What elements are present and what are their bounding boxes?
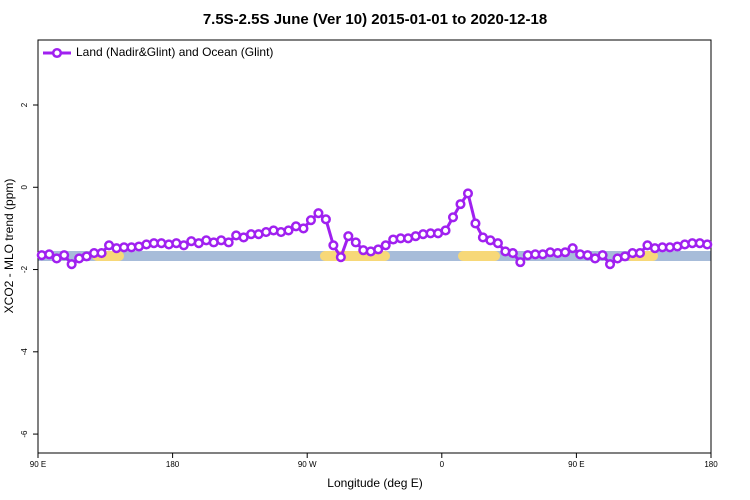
data-point (373, 244, 384, 255)
data-point (320, 214, 331, 225)
legend-marker (51, 47, 63, 59)
data-point (702, 239, 713, 250)
data-point (597, 250, 608, 261)
data-point (567, 243, 578, 254)
data-point (44, 249, 55, 260)
data-point (507, 248, 518, 259)
data-point (350, 237, 361, 248)
x-axis-label: Longitude (deg E) (327, 476, 422, 490)
data-point (470, 218, 481, 229)
data-point (634, 248, 646, 259)
data-point (455, 199, 466, 210)
data-point (515, 257, 526, 268)
x-tick-label: 180 (704, 460, 718, 469)
data-point (605, 259, 616, 270)
x-tick-label: 90 E (30, 460, 46, 469)
data-point (462, 188, 474, 199)
data-point (560, 247, 571, 258)
data-point (298, 223, 309, 234)
data-point (305, 215, 316, 226)
chart-title: 7.5S-2.5S June (Ver 10) 2015-01-01 to 20… (203, 11, 547, 28)
data-point (343, 231, 354, 242)
data-point (96, 248, 107, 259)
data-point (492, 238, 503, 249)
y-tick-label: -6 (20, 430, 29, 438)
x-tick-label: 180 (166, 460, 180, 469)
data-point (380, 240, 391, 251)
y-tick-label: 2 (20, 102, 29, 107)
y-axis-label: XCO2 - MLO trend (ppm) (2, 179, 16, 314)
data-point (447, 212, 459, 223)
data-point (66, 259, 77, 270)
land-band (458, 251, 500, 261)
y-tick-label: 0 (20, 184, 29, 189)
data-point (178, 240, 189, 251)
x-tick-label: 0 (440, 460, 445, 469)
y-tick-label: -2 (20, 265, 29, 273)
data-point (335, 252, 346, 263)
data-point (328, 240, 339, 251)
x-tick-label: 90 W (298, 460, 317, 469)
data-point (283, 225, 294, 236)
legend: Land (Nadir&Glint) and Ocean (Glint) (43, 45, 273, 59)
y-tick-label: -4 (20, 348, 29, 356)
x-tick-label: 90 E (568, 460, 584, 469)
data-point (440, 225, 451, 236)
legend-label: Land (Nadir&Glint) and Ocean (Glint) (76, 45, 273, 59)
data-point (223, 237, 234, 248)
data-point (59, 250, 70, 261)
data-point (313, 208, 324, 219)
